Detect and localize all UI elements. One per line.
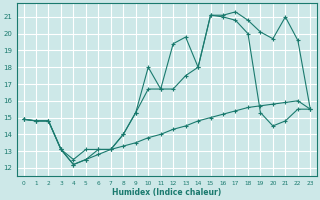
X-axis label: Humidex (Indice chaleur): Humidex (Indice chaleur) — [112, 188, 221, 197]
